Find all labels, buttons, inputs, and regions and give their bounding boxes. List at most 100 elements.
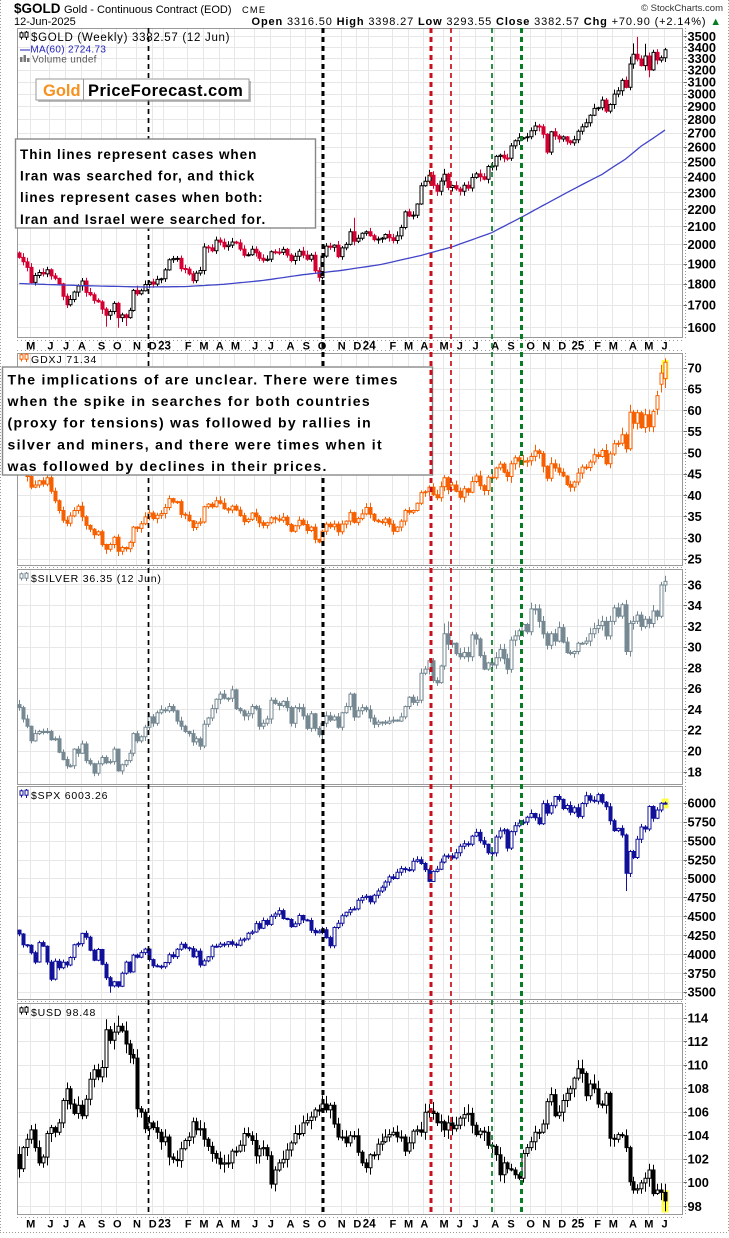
svg-text:N: N [542, 341, 550, 353]
svg-text:2000: 2000 [688, 237, 716, 252]
svg-text:$GOLD (Weekly) 3382.57 (12 Jun: $GOLD (Weekly) 3382.57 (12 Jun) [31, 32, 230, 44]
svg-text:32: 32 [688, 619, 702, 634]
svg-text:3400: 3400 [688, 40, 716, 55]
svg-text:25: 25 [572, 1219, 585, 1231]
svg-text:M: M [609, 1219, 618, 1231]
svg-text:34: 34 [688, 598, 703, 613]
svg-text:98: 98 [688, 1199, 702, 1214]
svg-text:N: N [542, 1219, 550, 1231]
svg-text:M: M [404, 341, 413, 353]
svg-text:3300: 3300 [688, 51, 716, 66]
svg-text:D: D [353, 1219, 361, 1231]
svg-text:65: 65 [688, 382, 702, 397]
svg-text:1700: 1700 [688, 298, 716, 313]
svg-text:F: F [594, 1219, 601, 1231]
svg-text:A: A [420, 341, 428, 353]
svg-text:D: D [149, 1219, 157, 1231]
svg-text:A: A [78, 1219, 86, 1231]
svg-text:3500: 3500 [688, 985, 716, 1000]
svg-text:N: N [338, 341, 346, 353]
svg-text:J: J [252, 341, 258, 353]
svg-text:The implications of are unclea: The implications of are unclear. There w… [8, 372, 399, 388]
svg-text:A: A [287, 341, 295, 353]
svg-text:M: M [26, 341, 35, 353]
svg-text:3000: 3000 [688, 87, 716, 102]
svg-text:J: J [661, 341, 667, 353]
svg-text:A: A [78, 341, 86, 353]
svg-text:2700: 2700 [688, 126, 716, 141]
svg-text:S: S [303, 1219, 310, 1231]
svg-text:26: 26 [688, 681, 702, 696]
svg-text:J: J [47, 341, 53, 353]
svg-text:5250: 5250 [688, 852, 716, 867]
svg-text:N: N [338, 1219, 346, 1231]
svg-text:4750: 4750 [688, 890, 716, 905]
svg-text:J: J [63, 341, 69, 353]
svg-text:M: M [231, 1219, 240, 1231]
svg-text:M: M [440, 1219, 449, 1231]
svg-text:$USD 98.48: $USD 98.48 [31, 1007, 96, 1019]
svg-text:3200: 3200 [688, 63, 716, 78]
svg-text:M: M [231, 341, 240, 353]
svg-text:Volume undef: Volume undef [32, 55, 97, 66]
svg-text:S: S [303, 341, 310, 353]
svg-text:114: 114 [688, 1010, 710, 1025]
svg-text:4250: 4250 [688, 928, 716, 943]
svg-text:J: J [252, 1219, 258, 1231]
svg-text:F: F [185, 341, 192, 353]
svg-text:J: J [457, 341, 463, 353]
svg-text:S: S [507, 341, 514, 353]
svg-text:35: 35 [688, 509, 702, 524]
svg-text:J: J [47, 1219, 53, 1231]
svg-text:12-Jun-2025: 12-Jun-2025 [14, 16, 76, 28]
svg-text:28: 28 [688, 660, 702, 675]
svg-text:24: 24 [363, 341, 376, 353]
svg-text:1900: 1900 [688, 256, 716, 271]
svg-text:Open 3316.50 High 3398.27 Low: Open 3316.50 High 3398.27 Low 3293.55 Cl… [252, 16, 722, 28]
svg-text:30: 30 [688, 640, 702, 655]
svg-text:O: O [113, 341, 122, 353]
svg-text:40: 40 [688, 488, 702, 503]
svg-text:© StockCharts.com: © StockCharts.com [641, 3, 723, 14]
svg-text:25: 25 [688, 552, 702, 567]
svg-text:24: 24 [363, 1219, 376, 1231]
svg-text:4500: 4500 [688, 909, 716, 924]
svg-text:2800: 2800 [688, 112, 716, 127]
svg-text:A: A [491, 341, 499, 353]
svg-text:1800: 1800 [688, 276, 716, 291]
svg-text:3500: 3500 [688, 29, 716, 44]
svg-text:F: F [390, 1219, 397, 1231]
svg-text:J: J [268, 341, 274, 353]
svg-text:D: D [149, 341, 157, 353]
svg-text:S: S [98, 341, 105, 353]
svg-text:S: S [98, 1219, 105, 1231]
svg-text:F: F [594, 341, 601, 353]
svg-text:—MA(60) 2724.73: —MA(60) 2724.73 [20, 45, 106, 56]
svg-text:GDXJ 71.34: GDXJ 71.34 [31, 354, 97, 366]
svg-text:M: M [440, 341, 449, 353]
svg-text:Thin lines represent cases whe: Thin lines represent cases when [20, 147, 257, 162]
svg-text:O: O [526, 1219, 535, 1231]
svg-text:CME: CME [242, 5, 266, 15]
svg-text:60: 60 [688, 403, 702, 418]
svg-text:36: 36 [688, 577, 702, 592]
svg-text:23: 23 [158, 341, 171, 353]
svg-text:N: N [133, 341, 141, 353]
svg-text:J: J [63, 1219, 69, 1231]
svg-text:J: J [268, 1219, 274, 1231]
svg-text:O: O [318, 1219, 327, 1231]
svg-text:3750: 3750 [688, 966, 716, 981]
svg-text:5500: 5500 [688, 833, 716, 848]
svg-text:30: 30 [688, 530, 702, 545]
svg-text:A: A [216, 1219, 224, 1231]
svg-text:4000: 4000 [688, 947, 716, 962]
svg-text:A: A [629, 341, 637, 353]
svg-text:$SILVER 36.35 (12 Jun): $SILVER 36.35 (12 Jun) [31, 573, 162, 585]
svg-text:100: 100 [688, 1175, 709, 1190]
svg-text:106: 106 [688, 1105, 709, 1120]
svg-text:J: J [473, 341, 479, 353]
svg-text:F: F [390, 341, 397, 353]
svg-text:50: 50 [688, 445, 702, 460]
svg-text:25: 25 [572, 341, 585, 353]
svg-text:$GOLD: $GOLD [14, 1, 61, 16]
